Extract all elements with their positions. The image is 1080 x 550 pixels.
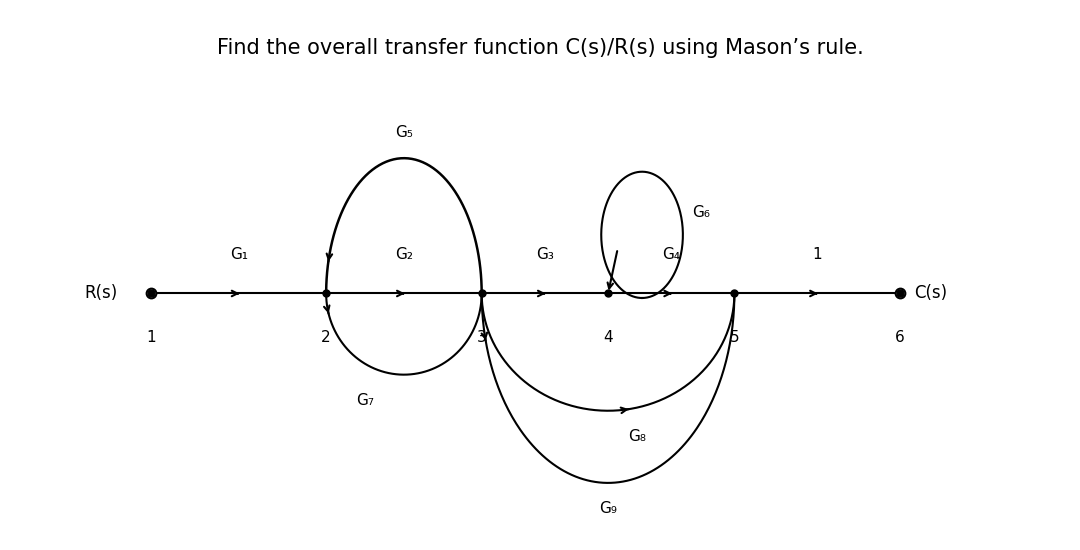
Text: G₉: G₉ (599, 501, 617, 516)
Text: Find the overall transfer function C(s)/R(s) using Mason’s rule.: Find the overall transfer function C(s)/… (217, 39, 863, 58)
Text: 2: 2 (322, 329, 330, 344)
Text: G₅: G₅ (395, 125, 413, 140)
Text: G₁: G₁ (230, 247, 247, 262)
Text: 1: 1 (812, 247, 822, 262)
Text: 4: 4 (604, 329, 612, 344)
Text: G₃: G₃ (536, 247, 554, 262)
Text: G₇: G₇ (356, 393, 374, 408)
Text: G₂: G₂ (395, 247, 413, 262)
Text: 1: 1 (147, 329, 156, 344)
Text: G₆: G₆ (692, 205, 711, 220)
Text: G₄: G₄ (662, 247, 680, 262)
Text: C(s): C(s) (914, 284, 947, 303)
Text: 6: 6 (894, 329, 905, 344)
Text: R(s): R(s) (84, 284, 118, 303)
Text: G₈: G₈ (629, 429, 646, 444)
Text: 3: 3 (476, 329, 487, 344)
Text: 5: 5 (730, 329, 739, 344)
